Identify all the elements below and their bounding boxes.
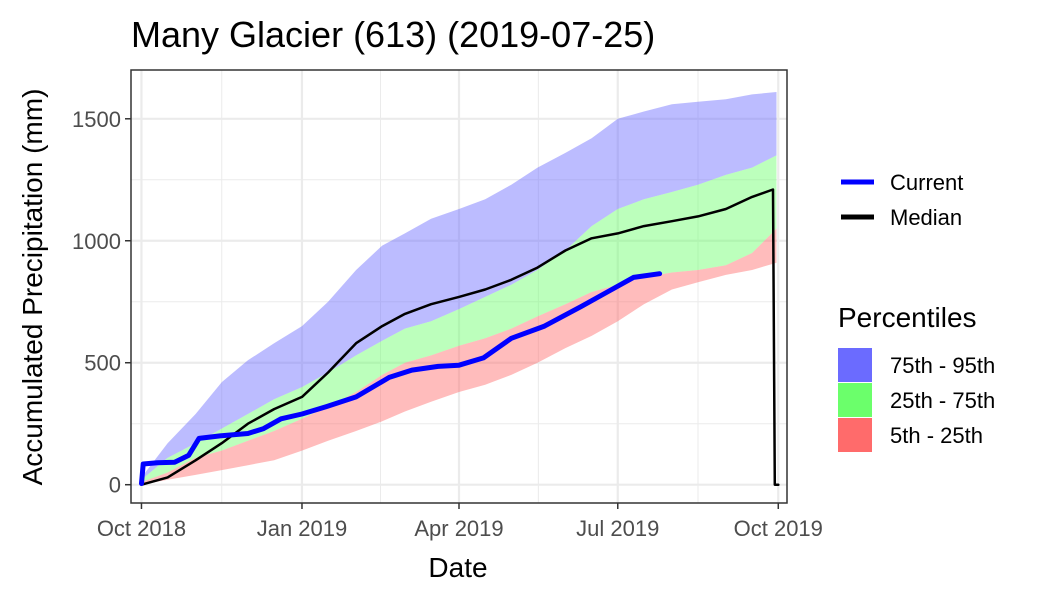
- chart-title: Many Glacier (613) (2019-07-25): [131, 14, 655, 55]
- legend-percentile-label: 75th - 95th: [890, 353, 995, 378]
- x-tick-label: Oct 2018: [97, 516, 186, 541]
- x-axis-title: Date: [428, 552, 487, 583]
- legend-swatch: [838, 383, 872, 417]
- legend: Current Median Percentiles 75th - 95th 25t…: [838, 170, 995, 452]
- legend-swatch: [838, 418, 872, 452]
- x-tick-label: Oct 2019: [734, 516, 823, 541]
- x-tick-label: Jan 2019: [257, 516, 348, 541]
- series-current-line: [139, 271, 663, 486]
- legend-label-current: Current: [890, 170, 963, 195]
- x-tick-label: Jul 2019: [576, 516, 659, 541]
- y-axis: 0 500 1000 1500: [72, 107, 131, 498]
- series-median-line: [140, 188, 780, 486]
- x-tick-label: Apr 2019: [414, 516, 503, 541]
- legend-percentile-label: 5th - 25th: [890, 423, 983, 448]
- series-lines: [139, 188, 780, 486]
- y-tick-label: 500: [84, 351, 121, 376]
- legend-label-median: Median: [890, 205, 962, 230]
- band-75-95: [141, 92, 777, 480]
- legend-percentiles-title: Percentiles: [838, 302, 977, 333]
- legend-percentiles: 75th - 95th 25th - 75th 5th - 25th: [838, 348, 995, 452]
- percentile-bands: [141, 92, 777, 485]
- legend-lines: Current Median: [841, 170, 963, 230]
- x-axis: Oct 2018 Jan 2019 Apr 2019 Jul 2019 Oct 2019: [97, 503, 823, 541]
- plot-area: [130, 69, 788, 504]
- band-25-75: [141, 155, 777, 483]
- y-tick-label: 1500: [72, 107, 121, 132]
- y-tick-label: 0: [109, 473, 121, 498]
- band-5-25: [141, 228, 777, 485]
- legend-swatch: [838, 348, 872, 382]
- y-tick-label: 1000: [72, 229, 121, 254]
- legend-percentile-label: 25th - 75th: [890, 388, 995, 413]
- y-axis-title: Accumulated Precipitation (mm): [17, 89, 48, 486]
